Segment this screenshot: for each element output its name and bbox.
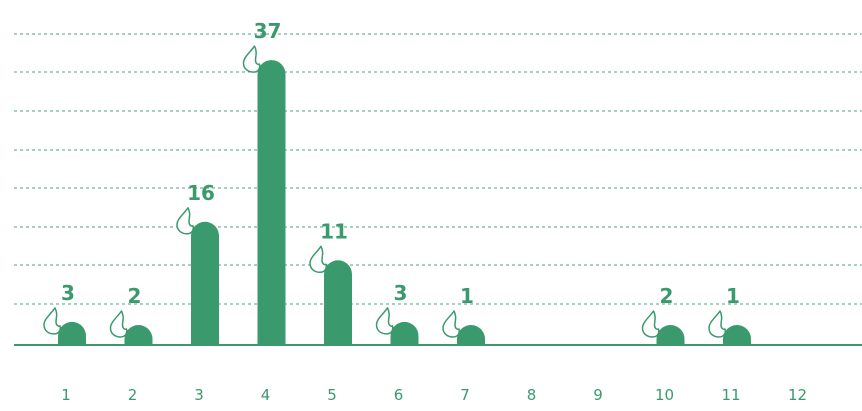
- bar: [656, 325, 685, 345]
- x-tick-label: 12: [788, 386, 807, 404]
- flame-icon: [43, 307, 61, 335]
- value-label: 1: [726, 284, 740, 308]
- flame-icon: [242, 45, 261, 73]
- bars: [43, 45, 751, 345]
- x-tick-label: 6: [394, 386, 404, 404]
- value-label: 16: [187, 181, 215, 205]
- value-label: 37: [254, 19, 282, 43]
- x-tick-labels: 1 2 3 4 5 6 7 8 9 10 11 12: [61, 386, 807, 404]
- x-tick-label: 8: [527, 386, 537, 404]
- bar: [324, 260, 352, 345]
- x-tick-label: 7: [460, 386, 470, 404]
- value-label: 2: [128, 284, 142, 308]
- value-label: 1: [460, 284, 474, 308]
- grid-lines: [14, 33, 862, 305]
- bar: [390, 321, 419, 345]
- x-tick-label: 5: [327, 386, 337, 404]
- flame-icon: [375, 307, 394, 335]
- value-label: 2: [660, 284, 674, 308]
- bar: [457, 325, 485, 345]
- value-labels: 3 2 16 37 11 3 1 2 1: [61, 19, 740, 308]
- bar: [58, 321, 87, 345]
- flame-icon: [176, 207, 194, 235]
- bar: [124, 325, 153, 345]
- flame-icon: [641, 310, 660, 338]
- flame-icon: [708, 310, 726, 338]
- bar: [191, 221, 219, 345]
- value-label: 3: [394, 281, 408, 305]
- x-tick-label: 2: [128, 386, 138, 404]
- value-label: 11: [320, 219, 348, 243]
- x-tick-label: 9: [593, 386, 603, 404]
- x-tick-label: 10: [655, 386, 674, 404]
- bar: [257, 60, 286, 345]
- flame-icon: [442, 310, 460, 338]
- x-tick-label: 1: [61, 386, 71, 404]
- x-tick-label: 11: [721, 386, 740, 404]
- bar: [723, 325, 751, 345]
- flame-icon: [309, 245, 327, 274]
- flame-icon: [109, 310, 128, 338]
- x-tick-label: 4: [261, 386, 271, 404]
- x-tick-label: 3: [194, 386, 204, 404]
- value-label: 3: [61, 281, 75, 305]
